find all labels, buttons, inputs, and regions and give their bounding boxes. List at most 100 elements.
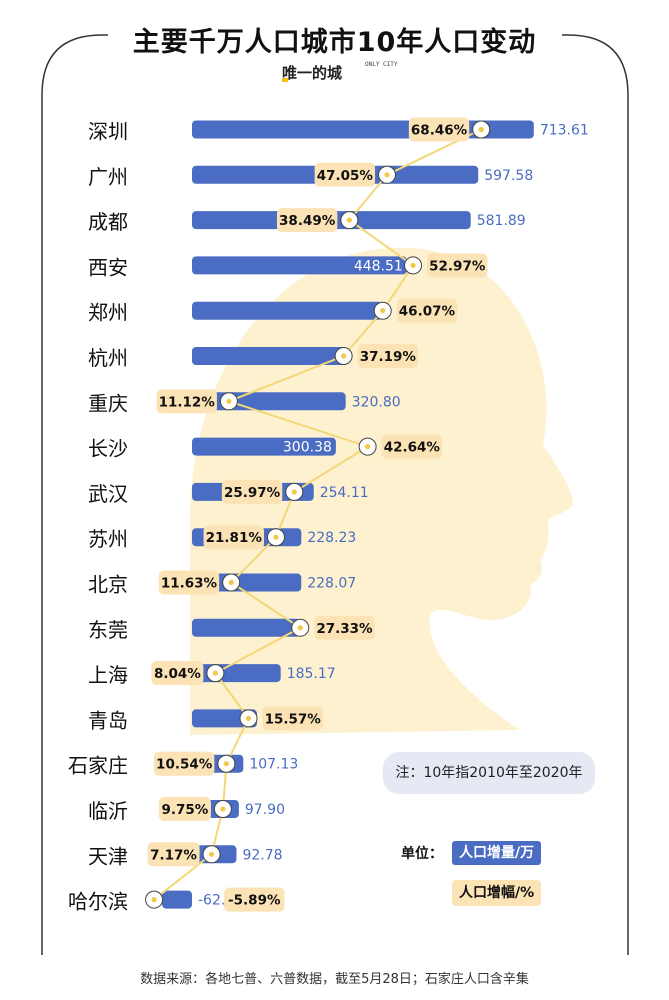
city-label: 重庆 bbox=[88, 391, 128, 415]
city-label: 青岛 bbox=[88, 708, 128, 732]
bar bbox=[192, 664, 281, 683]
pct-box bbox=[158, 797, 211, 821]
pct-label: 10.54% bbox=[156, 757, 213, 773]
pct-label: 25.97% bbox=[224, 485, 281, 501]
pct-box bbox=[314, 615, 375, 640]
pct-marker-dot bbox=[365, 444, 371, 450]
pct-box bbox=[156, 389, 217, 414]
pct-box bbox=[203, 525, 264, 550]
value-label: 92.78 bbox=[242, 847, 282, 863]
pct-box bbox=[408, 117, 470, 142]
pct-box bbox=[147, 842, 200, 867]
city-label: 东莞 bbox=[88, 618, 128, 642]
city-label: 北京 bbox=[88, 573, 128, 597]
head-silhouette bbox=[190, 247, 574, 735]
city-label: 上海 bbox=[88, 663, 128, 687]
city-label: 苏州 bbox=[88, 527, 128, 551]
city-label: 石家庄 bbox=[68, 754, 128, 778]
pct-marker-dot bbox=[291, 489, 297, 495]
pct-marker-dot bbox=[223, 761, 229, 767]
legend-increment: 人口增量/万 bbox=[452, 841, 542, 865]
city-label: 临沂 bbox=[88, 799, 128, 823]
pct-box bbox=[158, 570, 220, 595]
value-label: 97.90 bbox=[245, 802, 285, 818]
pct-label: 52.97% bbox=[429, 258, 486, 274]
legend-rate: 人口增幅/% bbox=[452, 880, 542, 906]
bar bbox=[192, 573, 302, 592]
pct-marker-dot bbox=[151, 897, 157, 903]
pct-label: 9.75% bbox=[161, 802, 208, 818]
pct-label: 11.63% bbox=[161, 576, 218, 592]
pct-marker-dot bbox=[410, 262, 416, 268]
pct-marker-dot bbox=[380, 308, 386, 314]
pct-marker-dot bbox=[245, 715, 252, 722]
city-label: 长沙 bbox=[88, 437, 128, 461]
pct-marker-dot bbox=[228, 579, 234, 586]
pct-marker-dot bbox=[226, 398, 232, 404]
pct-marker-dot bbox=[212, 670, 218, 676]
pct-label: 47.05% bbox=[317, 168, 374, 184]
value-label: 320.80 bbox=[352, 394, 401, 410]
pct-label: 42.64% bbox=[384, 440, 441, 456]
pct-box bbox=[151, 661, 204, 686]
brand-small-text: ONLY CITY bbox=[365, 61, 398, 68]
pct-label: 46.07% bbox=[399, 304, 456, 320]
pct-label: 7.17% bbox=[150, 847, 197, 863]
brand-logo: 唯一的城 bbox=[282, 64, 343, 82]
brand-accent-mark bbox=[282, 78, 288, 82]
pct-box bbox=[357, 344, 419, 368]
value-label: 185.17 bbox=[287, 666, 336, 682]
city-label: 成都 bbox=[88, 210, 128, 234]
pct-box bbox=[314, 162, 376, 187]
pct-label: 15.57% bbox=[265, 711, 322, 727]
pct-label: 37.19% bbox=[360, 349, 417, 365]
pct-box bbox=[224, 887, 285, 912]
city-label: 郑州 bbox=[88, 301, 128, 325]
city-label: 天津 bbox=[88, 844, 128, 868]
bar bbox=[192, 301, 383, 320]
value-label: 228.07 bbox=[307, 576, 356, 592]
pct-box bbox=[262, 706, 323, 731]
city-label: 哈尔滨 bbox=[68, 890, 128, 914]
pct-box bbox=[221, 479, 283, 504]
pct-label: 8.04% bbox=[154, 666, 201, 682]
city-label: 深圳 bbox=[88, 120, 128, 144]
pct-box bbox=[396, 298, 458, 323]
unit-label: 单位： bbox=[401, 846, 443, 862]
footer-source: 数据来源：各地七普、六普数据，截至5月28日；石家庄人口含辛集 bbox=[140, 972, 529, 987]
value-label: 581.89 bbox=[477, 213, 526, 229]
note-box: 注：10年指2010年至2020年 bbox=[383, 752, 595, 794]
value-label: 107.13 bbox=[249, 757, 298, 773]
pct-label: 11.12% bbox=[159, 394, 216, 410]
pct-marker-dot bbox=[273, 534, 279, 540]
value-label: 448.51 bbox=[354, 258, 403, 274]
pct-box bbox=[153, 751, 215, 776]
value-label: 713.61 bbox=[540, 123, 589, 139]
bar bbox=[192, 256, 407, 275]
pct-marker-dot bbox=[384, 172, 390, 178]
pct-box bbox=[381, 434, 443, 459]
pct-marker-dot bbox=[208, 851, 215, 857]
pct-label: 21.81% bbox=[206, 530, 263, 546]
value-label: 300.38 bbox=[283, 440, 332, 456]
pct-box bbox=[276, 208, 338, 233]
pct-label: 38.49% bbox=[279, 213, 336, 229]
pct-marker-dot bbox=[478, 126, 484, 133]
pct-box bbox=[427, 253, 488, 278]
pct-label: 27.33% bbox=[316, 621, 373, 637]
bar bbox=[192, 618, 300, 637]
page-title: 主要千万人口城市10年人口变动 bbox=[132, 27, 537, 58]
city-label: 广州 bbox=[88, 165, 128, 189]
bar bbox=[192, 437, 336, 456]
pct-marker-dot bbox=[346, 217, 352, 223]
pct-marker-dot bbox=[297, 625, 303, 631]
frame-border bbox=[41, 34, 629, 955]
city-label: 西安 bbox=[88, 255, 128, 279]
pct-marker-dot bbox=[220, 806, 226, 812]
value-label: 597.58 bbox=[484, 168, 533, 184]
bar bbox=[162, 890, 192, 909]
city-label: 武汉 bbox=[88, 482, 128, 506]
pct-label: 68.46% bbox=[411, 123, 468, 139]
